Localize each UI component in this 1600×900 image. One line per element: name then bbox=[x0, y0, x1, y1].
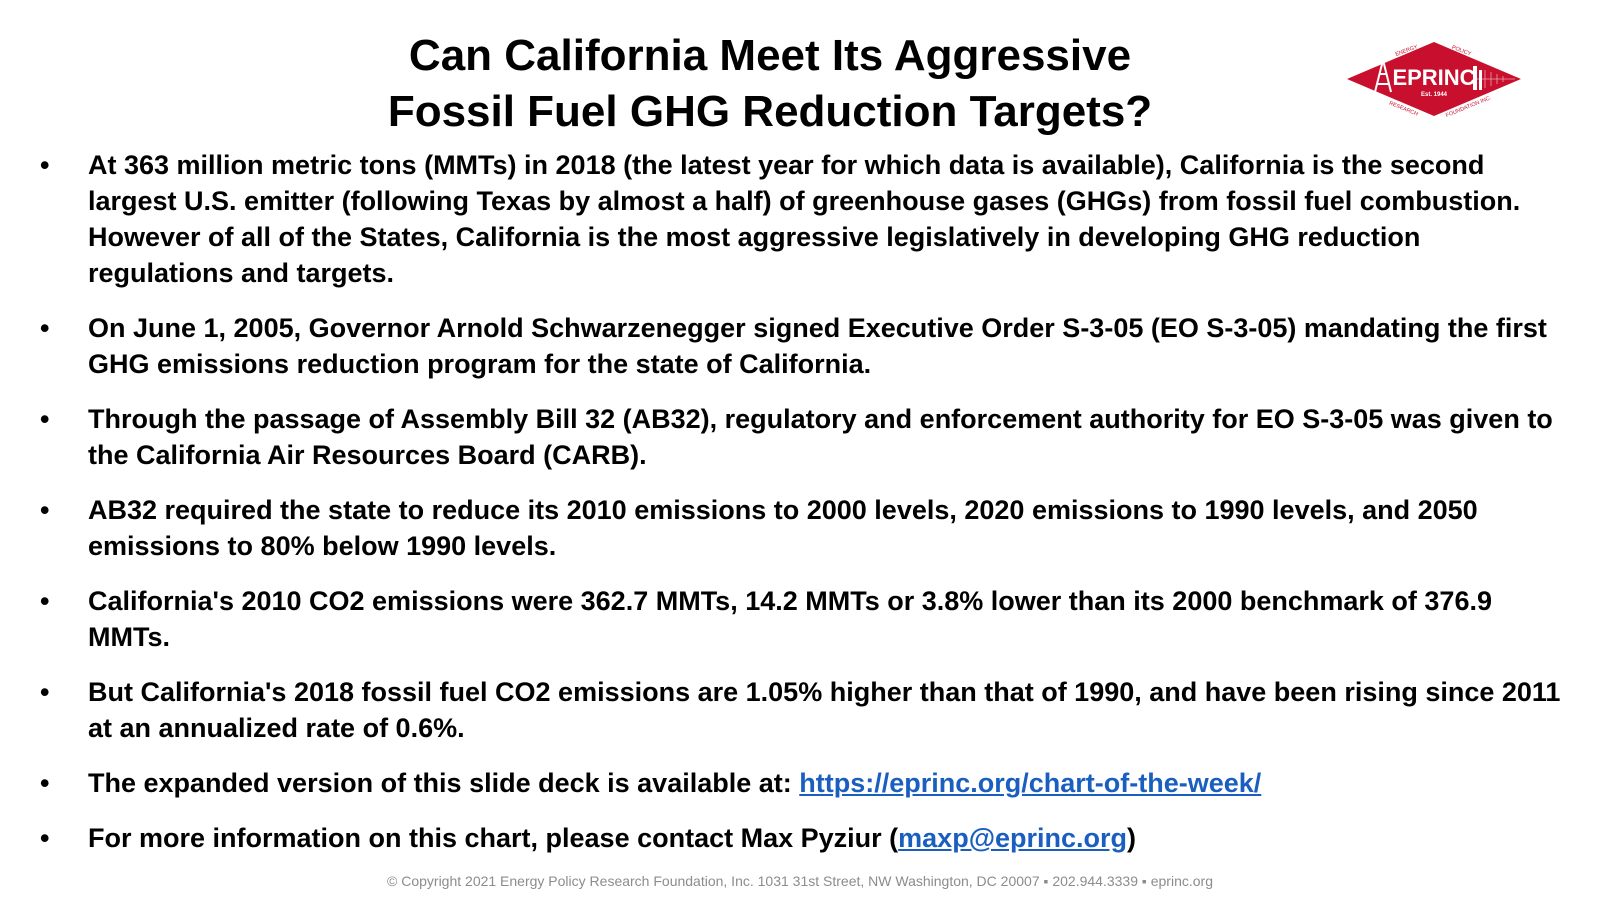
bullet-text: At 363 million metric tons (MMTs) in 201… bbox=[88, 150, 1521, 288]
title-line-1: Can California Meet Its Aggressive bbox=[408, 31, 1132, 80]
building-bars-icon bbox=[1473, 66, 1482, 90]
bullet-text: Through the passage of Assembly Bill 32 … bbox=[88, 404, 1553, 470]
bullet-item: • At 363 million metric tons (MMTs) in 2… bbox=[40, 147, 1570, 291]
bullet-dot: • bbox=[40, 677, 50, 707]
bullet-item: • On June 1, 2005, Governor Arnold Schwa… bbox=[40, 310, 1570, 382]
bullet-item: • For more information on this chart, pl… bbox=[40, 820, 1570, 856]
bullet-item: • California's 2010 CO2 emissions were 3… bbox=[40, 583, 1570, 655]
title-line-2: Fossil Fuel GHG Reduction Targets? bbox=[387, 87, 1153, 136]
derrick-icon bbox=[1374, 59, 1392, 93]
bullet-list: • At 363 million metric tons (MMTs) in 2… bbox=[40, 147, 1570, 875]
slide-deck-link[interactable]: https://eprinc.org/chart-of-the-week/ bbox=[799, 768, 1262, 798]
footer-copyright: © Copyright 2021 Energy Policy Research … bbox=[387, 873, 1213, 889]
bullet-dot: • bbox=[40, 495, 50, 525]
slide-title: Can California Meet Its Aggressive Fossi… bbox=[300, 28, 1240, 140]
bullet-item: • The expanded version of this slide dec… bbox=[40, 765, 1570, 801]
bullet-dot: • bbox=[40, 313, 50, 343]
bullet-text: AB32 required the state to reduce its 20… bbox=[88, 495, 1478, 561]
bullet-dot: • bbox=[40, 768, 50, 798]
bullet-text: The expanded version of this slide deck … bbox=[88, 768, 800, 798]
bullet-item: • But California's 2018 fossil fuel CO2 … bbox=[40, 674, 1570, 746]
bullet-text-suffix: ) bbox=[1127, 823, 1137, 853]
bullet-text: California's 2010 CO2 emissions were 362… bbox=[88, 586, 1492, 652]
logo-diamond-shape bbox=[1347, 42, 1521, 116]
bullet-dot: • bbox=[40, 404, 50, 434]
bullet-dot: • bbox=[40, 823, 50, 853]
bullet-dot: • bbox=[40, 586, 50, 616]
logo-name-text: EPRINC bbox=[1392, 65, 1475, 90]
bullet-text: For more information on this chart, plea… bbox=[88, 823, 899, 853]
logo-est-text: Est. 1944 bbox=[1421, 92, 1448, 98]
bullet-item: • AB32 required the state to reduce its … bbox=[40, 492, 1570, 564]
eprinc-logo: EPRINC Est. 1944 ENERGY POLICY RESEARCH … bbox=[1347, 42, 1521, 118]
bullet-text: But California's 2018 fossil fuel CO2 em… bbox=[88, 677, 1561, 743]
contact-email-link[interactable]: maxp@eprinc.org bbox=[898, 823, 1128, 853]
bullet-text: On June 1, 2005, Governor Arnold Schwarz… bbox=[88, 313, 1547, 379]
bullet-dot: • bbox=[40, 150, 50, 180]
bullet-item: • Through the passage of Assembly Bill 3… bbox=[40, 401, 1570, 473]
